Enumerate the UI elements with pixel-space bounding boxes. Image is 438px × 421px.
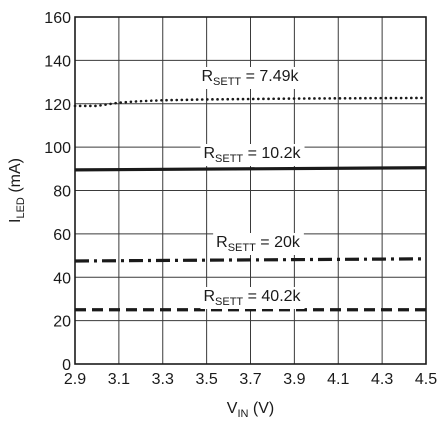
x-tick-label: 2.9	[64, 371, 86, 388]
x-tick-label: 4.1	[327, 371, 349, 388]
series-label-background	[200, 287, 305, 309]
y-axis-label: ILED (mA)	[7, 158, 27, 223]
series-label: RSETT = 7.49k	[201, 68, 299, 88]
x-tick-label: 3.7	[239, 371, 261, 388]
y-tick-label: 60	[53, 227, 71, 244]
series-label: RSETT = 40.2k	[203, 288, 301, 308]
y-tick-label: 40	[53, 270, 71, 287]
series-label: RSETT = 20k	[216, 234, 301, 254]
x-tick-label: 3.5	[196, 371, 218, 388]
series-line-1	[73, 96, 428, 108]
x-tick-labels: 2.9 3.1 3.3 3.5 3.7 3.9 4.1 4.3 4.5	[64, 371, 437, 388]
x-axis-label: VIN (V)	[227, 400, 274, 420]
y-tick-labels: 0 20 40 60 80 100 120 140 160	[44, 10, 71, 374]
series-label-background	[213, 233, 304, 255]
x-tick-label: 3.1	[108, 371, 130, 388]
x-tick-label: 3.3	[152, 371, 174, 388]
series-label: RSETT = 10.2k	[203, 145, 301, 165]
series-labels: RSETT = 7.49k RSETT = 10.2k RSETT = 20k RSE…	[198, 67, 305, 309]
y-tick-label: 20	[53, 314, 71, 331]
y-tick-label: 0	[62, 357, 71, 374]
series-lines	[73, 96, 428, 312]
plot-frame	[74, 16, 427, 365]
y-tick-label: 140	[44, 53, 71, 70]
y-tick-label: 160	[44, 10, 71, 27]
y-tick-label: 100	[44, 140, 71, 157]
x-tick-label: 3.9	[283, 371, 305, 388]
x-tick-label: 4.5	[415, 371, 437, 388]
y-tick-label: 120	[44, 97, 71, 114]
series-label-background	[200, 144, 305, 166]
x-tick-label: 4.3	[371, 371, 393, 388]
series-line-3	[74, 257, 427, 263]
series-line-2	[74, 166, 427, 172]
y-tick-label: 80	[53, 184, 71, 201]
series-label-background	[198, 67, 303, 89]
